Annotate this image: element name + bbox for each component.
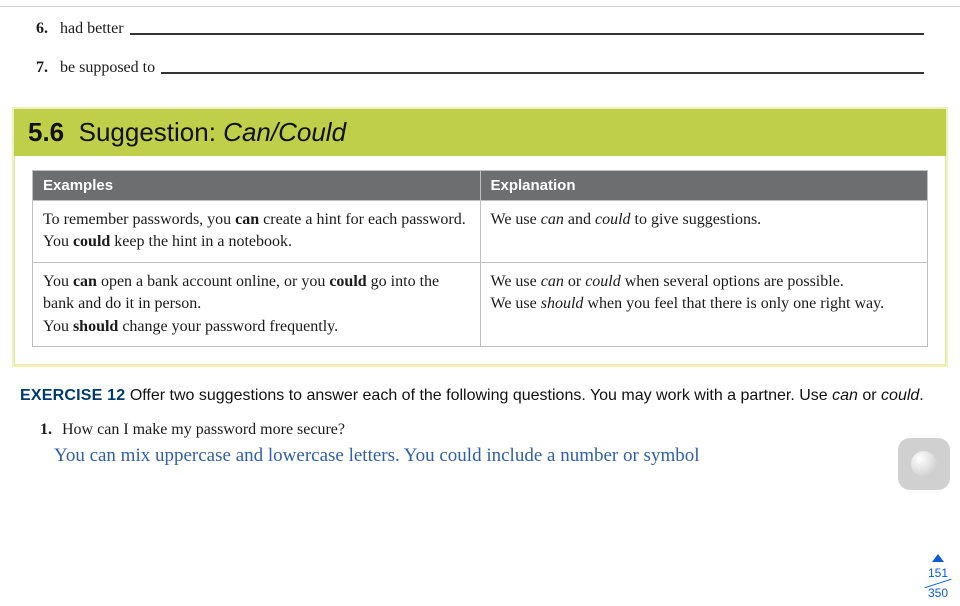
example-cell: You can open a bank account online, or y…	[33, 262, 481, 346]
exercise-instructions: Offer two suggestions to answer each of …	[130, 387, 924, 404]
table-row: To remember passwords, you can create a …	[33, 201, 928, 263]
exercise-question: 1. How can I make my password more secur…	[0, 407, 960, 439]
fillin-row: 6. had better	[36, 17, 924, 38]
fillin-term: be supposed to	[60, 59, 155, 77]
fillin-blank[interactable]	[130, 19, 924, 35]
exercise-block: EXERCISE 12 Offer two suggestions to ans…	[0, 367, 960, 407]
chevron-up-icon[interactable]	[932, 554, 944, 562]
grammar-section-box: 5.6 Suggestion: Can/Could Examples Expla…	[12, 107, 948, 367]
exercise-label: EXERCISE 12	[20, 387, 125, 404]
section-header: 5.6 Suggestion: Can/Could	[14, 109, 946, 156]
section-title-plain: Suggestion:	[79, 117, 224, 147]
explanation-cell: We use can or could when several options…	[480, 262, 928, 346]
col-header-examples: Examples	[33, 171, 481, 201]
fillin-blank[interactable]	[161, 58, 924, 74]
handwritten-answer: You can mix uppercase and lowercase lett…	[0, 439, 960, 467]
page-total: 350	[924, 586, 952, 600]
question-number: 1.	[40, 421, 52, 438]
section-title-italic: Can/Could	[223, 117, 346, 147]
explanation-cell: We use can and could to give suggestions…	[480, 201, 928, 263]
example-cell: To remember passwords, you can create a …	[33, 201, 481, 263]
section-number: 5.6	[28, 117, 64, 147]
section-title: Suggestion: Can/Could	[79, 117, 346, 147]
page-current: 151	[924, 566, 952, 580]
col-header-explanation: Explanation	[480, 171, 928, 201]
fillin-row: 7. be supposed to	[36, 56, 924, 77]
fillin-number: 6.	[36, 20, 60, 38]
table-wrap: Examples Explanation To remember passwor…	[14, 156, 946, 365]
fillin-term: had better	[60, 20, 124, 38]
fillin-list: 6. had better 7. be supposed to	[0, 7, 960, 101]
page-counter[interactable]: 151 350	[924, 554, 952, 600]
fillin-number: 7.	[36, 59, 60, 77]
question-text: How can I make my password more secure?	[62, 421, 345, 438]
grammar-table: Examples Explanation To remember passwor…	[32, 170, 928, 347]
table-row: You can open a bank account online, or y…	[33, 262, 928, 346]
assistive-touch-icon[interactable]	[898, 438, 950, 490]
